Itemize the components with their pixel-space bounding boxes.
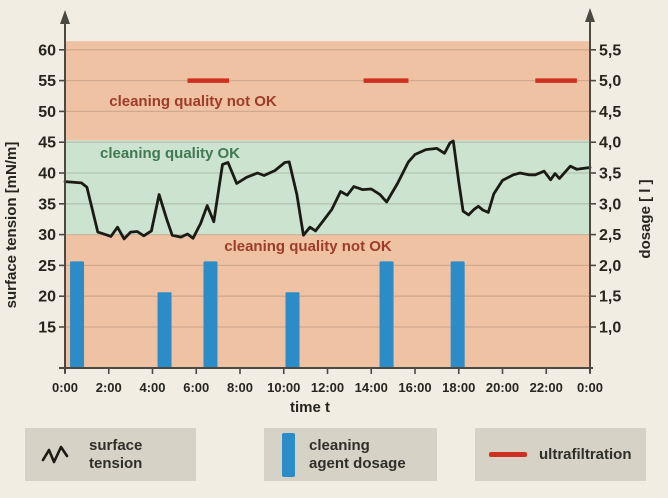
zone-label-not-ok-top: cleaning quality not OK xyxy=(109,93,277,110)
y-right-tick-label: 1,5 xyxy=(599,289,621,306)
y-right-tick-label: 4,0 xyxy=(599,135,621,152)
y-axis-left-arrow xyxy=(60,10,70,24)
y-left-tick-label: 40 xyxy=(38,166,56,183)
x-tick-label: 0:00 xyxy=(52,380,78,395)
y-axis-right-arrow xyxy=(585,8,595,22)
zone-label-ok: cleaning quality OK xyxy=(100,145,240,162)
x-tick-label: 6:00 xyxy=(183,380,209,395)
y-left-axis-title: surface tension [mN/m] xyxy=(3,142,20,309)
x-tick-label: 0:00 xyxy=(577,380,603,395)
x-tick-label: 20:00 xyxy=(486,380,519,395)
y-right-tick-label: 4,5 xyxy=(599,104,621,121)
x-tick-label: 4:00 xyxy=(139,380,165,395)
y-right-tick-label: 2,0 xyxy=(599,258,621,275)
zone-label-not-ok-bottom: cleaning quality not OK xyxy=(224,238,392,255)
x-tick-label: 16:00 xyxy=(398,380,431,395)
x-tick-label: 14:00 xyxy=(355,380,388,395)
x-tick-label: 10:00 xyxy=(267,380,300,395)
y-right-tick-label: 3,0 xyxy=(599,196,621,213)
dosage-bar xyxy=(285,292,300,368)
zone-not-ok-bottom xyxy=(65,234,590,368)
x-tick-label: 22:00 xyxy=(530,380,563,395)
y-left-tick-label: 50 xyxy=(38,104,56,121)
dosage-bar xyxy=(203,261,218,368)
dosage-bar xyxy=(70,261,85,368)
blue-bar-icon xyxy=(282,432,295,477)
y-right-tick-label: 5,0 xyxy=(599,73,621,90)
legend-label-cleaning-agent-dosage: cleaning agent dosage xyxy=(309,436,406,472)
zone-ok xyxy=(65,140,590,235)
y-left-tick-label: 30 xyxy=(38,227,56,244)
surface-tension-line xyxy=(63,139,592,241)
legend-label-ultrafiltration: ultrafiltration xyxy=(539,445,632,463)
y-left-tick-label: 20 xyxy=(38,289,56,306)
y-right-tick-label: 3,5 xyxy=(599,166,621,183)
y-left-tick-label: 55 xyxy=(38,73,56,90)
y-right-tick-label: 2,5 xyxy=(599,227,621,244)
dosage-bar xyxy=(450,261,465,368)
zone-not-ok-top xyxy=(65,41,590,141)
red-line-icon xyxy=(489,452,527,457)
y-left-tick-label: 35 xyxy=(38,196,56,213)
dosage-bar xyxy=(379,261,394,368)
y-right-tick-label: 1,0 xyxy=(599,320,621,337)
x-tick-label: 8:00 xyxy=(227,380,253,395)
legend-label-surface-tension: surface tension xyxy=(89,436,143,472)
y-left-tick-label: 15 xyxy=(38,320,56,337)
legend-item-ultrafiltration: ultrafiltration xyxy=(475,428,646,481)
x-tick-label: 18:00 xyxy=(442,380,475,395)
legend-item-cleaning-agent-dosage: cleaning agent dosage xyxy=(264,428,437,481)
x-tick-label: 2:00 xyxy=(96,380,122,395)
y-left-tick-label: 60 xyxy=(38,42,56,59)
x-axis-title: time t xyxy=(290,399,330,416)
x-tick-label: 12:00 xyxy=(311,380,344,395)
y-right-axis-title: dosage [ l ] xyxy=(637,179,654,258)
y-right-tick-label: 5,5 xyxy=(599,42,621,59)
y-left-tick-label: 25 xyxy=(38,258,56,275)
zigzag-line-icon xyxy=(41,445,69,463)
y-left-tick-label: 45 xyxy=(38,135,56,152)
legend: surface tension cleaning agent dosage ul… xyxy=(0,428,668,481)
dosage-bar xyxy=(157,292,172,368)
surface-tension-chart: cleaning quality not OK cleaning quality … xyxy=(3,8,654,416)
legend-item-surface-tension: surface tension xyxy=(25,428,196,481)
